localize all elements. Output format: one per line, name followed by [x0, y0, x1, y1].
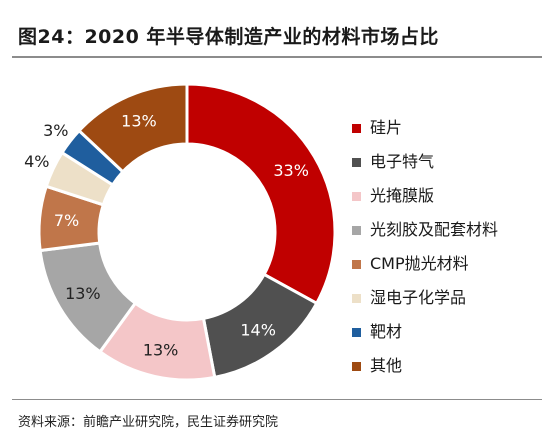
slice-value-label: 33%: [273, 161, 309, 180]
legend-label: 硅片: [370, 118, 403, 137]
slice-value-label: 7%: [54, 211, 79, 230]
legend-label: 光刻胶及配套材料: [370, 220, 499, 239]
slice-value-label: 13%: [121, 111, 157, 130]
legend-swatch: [352, 124, 361, 133]
legend-swatch: [352, 192, 361, 201]
legend-swatch: [352, 260, 361, 269]
slice-value-label: 13%: [65, 284, 101, 303]
legend-swatch: [352, 328, 361, 337]
chart-title: 图24：2020 年半导体制造产业的材料市场占比: [18, 26, 439, 48]
source-note: 资料来源：前瞻产业研究院，民生证券研究院: [18, 415, 279, 430]
donut-slice: [76, 82, 189, 174]
slice-value-label: 13%: [143, 341, 179, 360]
legend-label: 其他: [370, 356, 403, 375]
slice-value-label: 3%: [43, 121, 68, 140]
legend-swatch: [352, 158, 361, 167]
slice-value-label: 14%: [240, 320, 276, 339]
legend-label: CMP抛光材料: [370, 254, 469, 273]
title-divider: [12, 56, 542, 58]
legend-swatch: [352, 294, 361, 303]
slice-value-label: 4%: [24, 152, 49, 171]
legend-swatch: [352, 362, 361, 371]
footer-divider: [12, 399, 542, 400]
legend-label: 光掩膜版: [370, 186, 435, 205]
donut-slice: [185, 82, 337, 306]
legend-label: 湿电子化学品: [370, 288, 467, 307]
legend-label: 电子特气: [370, 152, 435, 171]
legend-label: 靶材: [370, 322, 403, 341]
legend-swatch: [352, 226, 361, 235]
